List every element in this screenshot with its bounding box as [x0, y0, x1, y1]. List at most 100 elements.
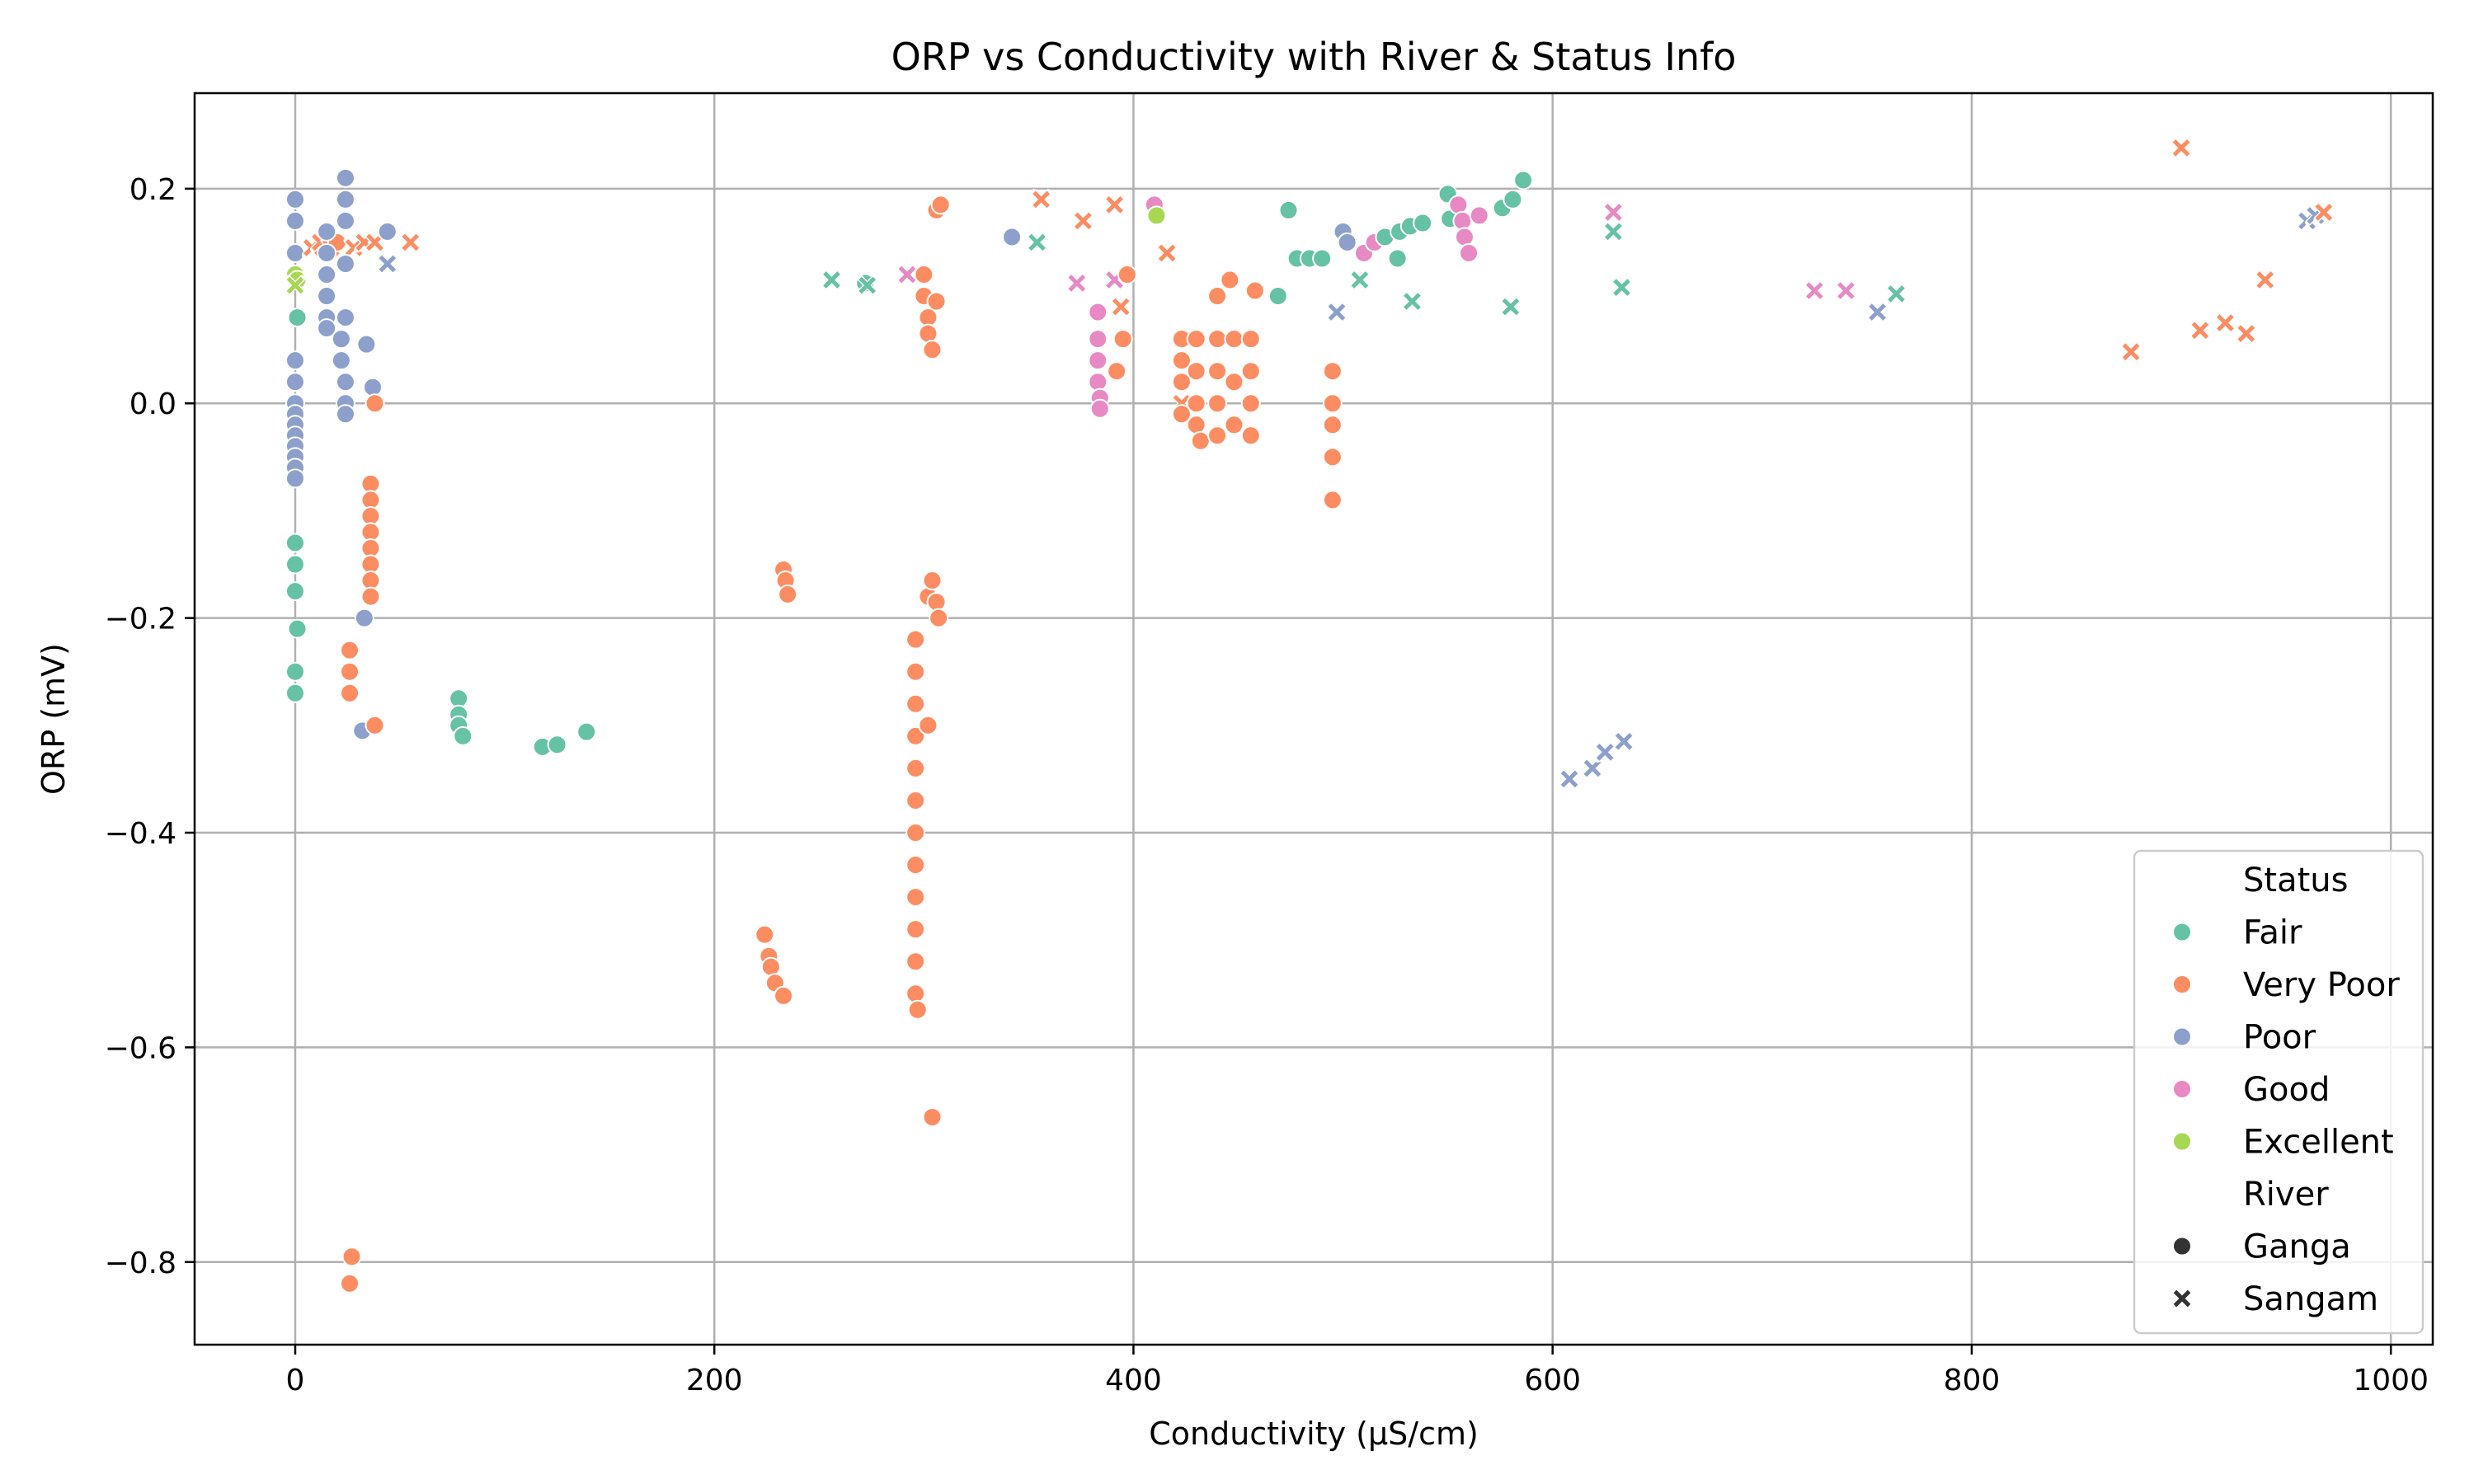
data-point	[1322, 447, 1343, 467]
data-point	[317, 318, 337, 339]
data-point	[285, 581, 305, 602]
data-point	[1207, 393, 1228, 414]
x-axis-ticks: 0 200 400 600 800 1000	[286, 1345, 2429, 1397]
y-tick-label: 0.2	[129, 173, 176, 207]
data-point	[285, 468, 305, 489]
data-point	[2171, 137, 2192, 158]
data-point	[1072, 210, 1094, 232]
legend-label: Good	[2243, 1071, 2330, 1109]
data-point	[2120, 341, 2142, 363]
data-point	[317, 286, 337, 307]
data-point	[1190, 430, 1211, 451]
data-point	[1278, 200, 1299, 220]
data-point	[1224, 372, 1244, 392]
data-point	[1186, 415, 1206, 435]
data-point	[1088, 372, 1108, 392]
data-point	[335, 167, 355, 188]
data-point	[285, 661, 305, 682]
data-point	[2189, 320, 2211, 341]
x-axis-label: Conductivity (µS/cm)	[1149, 1416, 1479, 1452]
data-point	[354, 608, 374, 628]
data-point	[1026, 232, 1048, 253]
data-point	[1500, 296, 1522, 317]
data-point	[1066, 272, 1088, 294]
data-point	[1002, 227, 1023, 247]
data-point	[1268, 286, 1288, 307]
data-point	[1387, 248, 1408, 269]
data-point	[1156, 242, 1178, 264]
data-point	[1031, 189, 1052, 210]
data-point	[285, 372, 305, 392]
data-point	[760, 956, 781, 977]
data-point	[905, 758, 926, 778]
data-point	[926, 592, 947, 613]
legend-marker	[2172, 1026, 2192, 1047]
data-point	[1186, 329, 1206, 350]
data-point	[285, 350, 305, 371]
legend-marker	[2172, 1236, 2192, 1256]
data-point	[331, 329, 351, 350]
data-point	[1088, 329, 1108, 350]
data-point	[1559, 768, 1580, 790]
data-point	[1117, 265, 1137, 285]
data-point	[1224, 415, 1244, 435]
grid-lines	[195, 93, 2433, 1345]
data-point	[1322, 490, 1343, 510]
legend-label: Fair	[2243, 914, 2302, 952]
legend-marker	[2172, 922, 2192, 942]
y-tick-label: 0.0	[129, 387, 176, 421]
data-point	[755, 924, 775, 945]
data-point	[1146, 205, 1167, 226]
data-point	[1112, 329, 1133, 350]
data-point	[1207, 425, 1228, 446]
data-point	[340, 661, 360, 682]
data-point	[285, 275, 306, 296]
y-tick-label: −0.4	[105, 817, 176, 851]
y-axis-ticks: −0.8 −0.6 −0.4 −0.2 0.0 0.2	[105, 173, 195, 1280]
data-point	[335, 404, 355, 425]
data-point	[1513, 170, 1534, 190]
data-point	[1240, 393, 1261, 414]
data-point	[2236, 323, 2257, 345]
data-point	[1107, 361, 1127, 382]
data-point	[1349, 269, 1371, 291]
data-point	[1602, 221, 1624, 242]
data-point	[335, 254, 355, 274]
data-point	[1867, 302, 1888, 323]
legend-marker	[2172, 1131, 2192, 1152]
data-point	[1088, 302, 1108, 322]
data-point	[1804, 279, 1825, 302]
x-tick-label: 600	[1524, 1364, 1581, 1397]
data-point	[1104, 194, 1126, 215]
data-point	[905, 984, 926, 1004]
data-point	[1448, 195, 1469, 215]
data-point	[1602, 201, 1624, 223]
data-point	[1885, 283, 1907, 305]
data-point	[905, 887, 926, 908]
legend: Status Fair Very Poor Poor Good Excellent Rive…	[2133, 849, 2425, 1335]
data-point	[914, 265, 934, 285]
data-point	[1220, 270, 1240, 290]
data-point	[340, 683, 360, 703]
legend-label: Poor	[2243, 1019, 2316, 1057]
data-point	[356, 334, 377, 355]
data-point	[1088, 350, 1108, 371]
data-point	[360, 586, 381, 607]
y-tick-label: −0.8	[105, 1247, 176, 1280]
data-point	[1337, 232, 1357, 252]
data-point	[1186, 361, 1206, 382]
legend-label: Very Poor	[2243, 966, 2400, 1004]
data-point	[1326, 302, 1348, 323]
data-point	[287, 618, 308, 639]
data-point	[918, 715, 938, 735]
data-point	[1240, 329, 1261, 350]
legend-marker	[2171, 1288, 2193, 1309]
data-point	[1613, 730, 1634, 752]
data-point	[1224, 329, 1244, 350]
data-point	[1207, 286, 1228, 307]
data-point	[929, 608, 949, 628]
data-point	[341, 1247, 362, 1267]
data-point	[1835, 279, 1857, 302]
data-point	[285, 210, 305, 231]
data-point	[1401, 290, 1423, 312]
